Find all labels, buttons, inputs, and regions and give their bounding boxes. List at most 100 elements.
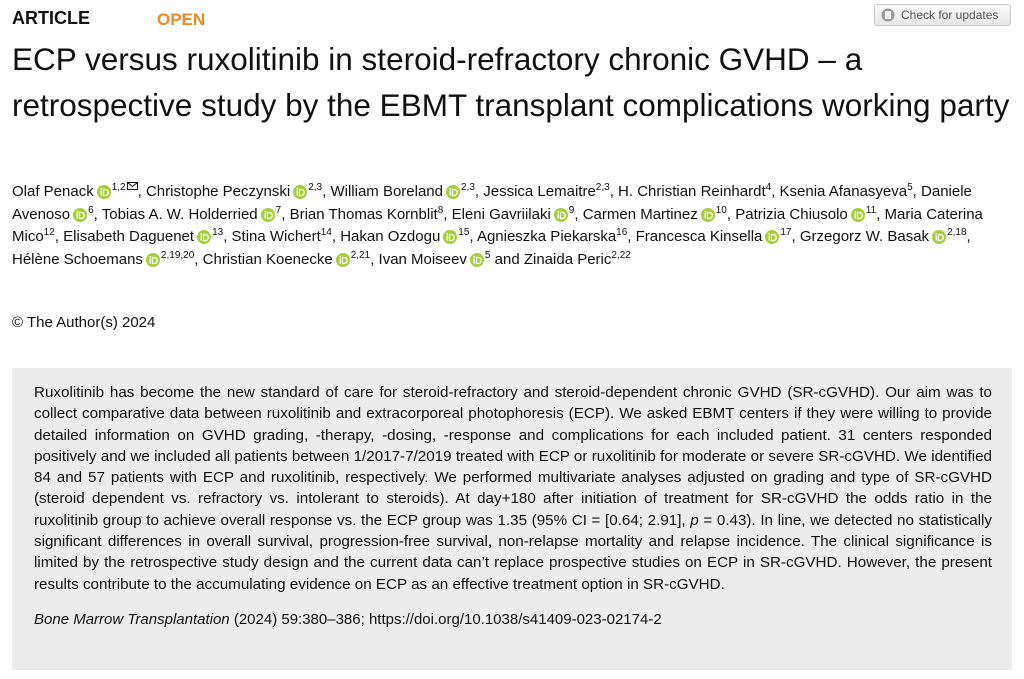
abstract-text: p [690,511,699,529]
author-name[interactable]: Christian Koenecke [202,250,333,268]
citation-details[interactable]: (2024) 59:380–386; https://doi.org/10.10… [233,610,662,628]
orcid-icon[interactable] [469,252,484,267]
orcid-icon[interactable] [335,252,350,267]
button-label[interactable]: Check for updates [901,8,999,22]
author-name[interactable]: Patrizia Chiusolo [735,205,848,223]
orcid-d [151,256,158,264]
open-access: OPEN [157,10,206,29]
author-name[interactable]: Agnieszka Piekarska [476,228,617,246]
affiliation-number: 2,19,20 [160,249,195,261]
author-separator: , [223,228,232,246]
author-separator: , [726,205,736,223]
author-separator: , [137,183,146,200]
author-name[interactable]: Christophe Peczynski [145,183,291,200]
author-name[interactable]: Stina Wichert [231,228,321,246]
orcid-dot [264,210,266,213]
author-name[interactable]: Maria Caterina Mico [12,205,983,246]
orcid-icon[interactable] [850,207,865,222]
affiliation-number: 2,21 [350,249,371,261]
orcid-d [102,188,109,197]
orcid-dot [449,187,452,190]
mail-icon[interactable] [126,182,138,190]
author-name[interactable]: Ivan Moiseev [378,250,467,268]
orcid-i [339,258,341,264]
author-name[interactable]: Zinaida Peric [523,250,612,268]
author-name[interactable]: Brian Thomas Kornblit [289,205,438,223]
orcid-icon[interactable] [96,185,111,199]
affiliation-number: 2,3 [308,182,323,193]
author-separator: , [322,183,331,200]
author-name[interactable]: Eleni Gavriilaki [451,205,551,223]
author-name[interactable]: Olaf Penack [12,183,94,200]
orcid-dot [76,210,79,213]
affiliation-number: 15 [458,227,470,239]
orcid-d [299,188,306,197]
author-name[interactable]: William Boreland [330,183,443,200]
orcid-icon[interactable] [700,207,715,222]
orcid-d [856,211,863,219]
affiliation-number: 13 [212,227,224,239]
affiliation-number: 2,22 [611,249,631,261]
orcid-icon[interactable] [145,252,160,267]
orcid-icon[interactable] [932,230,947,245]
orcid-icon[interactable] [73,207,88,222]
orcid-d [706,211,713,219]
author-separator: , [370,250,379,268]
abstract-box: Ruxolitinib has become the new standard … [12,368,1012,670]
author-name[interactable]: Daniele Avenoso [12,183,972,223]
orcid-d [937,234,944,242]
orcid-dot [149,255,152,258]
orcid-dot [768,233,771,235]
author-separator: , [474,183,484,200]
affiliation-number: 7 [275,204,282,216]
affiliation-number: 1,2 [112,182,138,193]
author-name[interactable]: Hélène Schoemans [12,250,143,268]
author-name[interactable]: Ksenia Afanasyeva [779,183,908,200]
orcid-i [296,190,299,196]
orcid-d [266,211,273,219]
author-name[interactable]: H. Christian Reinhardt [618,183,766,200]
author-separator: , [966,228,971,246]
affiliation-number: 9 [568,204,575,216]
author-separator: , [791,228,800,246]
orcid-i [264,213,266,219]
author-separator: , [331,228,341,246]
orcid-icon[interactable] [553,207,568,222]
orcid-icon[interactable] [443,230,458,245]
orcid-icon[interactable] [260,207,275,222]
author-name[interactable]: Carmen Martinez [582,205,698,223]
mail-flap [126,182,138,188]
affiliation-number: 5 [484,249,491,261]
author-name[interactable]: Hakan Ozdogu [340,228,441,246]
orcid-d [202,234,209,242]
affiliation-number: 11 [865,204,877,216]
abstract-text: Ruxolitinib has become the new standard … [34,384,992,529]
orcid-icon[interactable] [293,185,308,199]
orcid-i [200,235,203,241]
author-name[interactable]: Tobias A. W. Holderried [101,205,258,223]
author-separator: , [443,205,452,223]
orcid-icon[interactable] [197,230,212,245]
author-name[interactable]: Grzegorz W. Basak [799,228,930,246]
orcid-i [704,213,706,219]
orcid-icon[interactable] [446,185,460,199]
author-separator: , [54,228,64,246]
check-updates-button[interactable]: Check for updates [874,4,1011,26]
orcid-dot [704,210,706,213]
author-separator: , [771,183,780,200]
author-name[interactable]: Francesca Kinsella [635,228,763,246]
orcid-icon[interactable] [765,230,780,245]
orcid-dot [200,233,203,235]
orcid-i [76,213,79,219]
affiliation-number: 2,3 [461,182,475,193]
orcid-i [149,258,151,264]
citation: Bone Marrow Transplantation (2024) 59:38… [34,611,992,628]
author-separator: , [469,228,477,246]
orcid-d [341,256,348,264]
orcid-dot [100,187,102,190]
orcid-i [473,258,475,264]
author-name[interactable]: Jessica Lemaitre [483,183,596,200]
author-name[interactable]: Elisabeth Daguenet [63,228,195,246]
orcid-dot [935,233,938,235]
orcid-d [451,188,458,197]
